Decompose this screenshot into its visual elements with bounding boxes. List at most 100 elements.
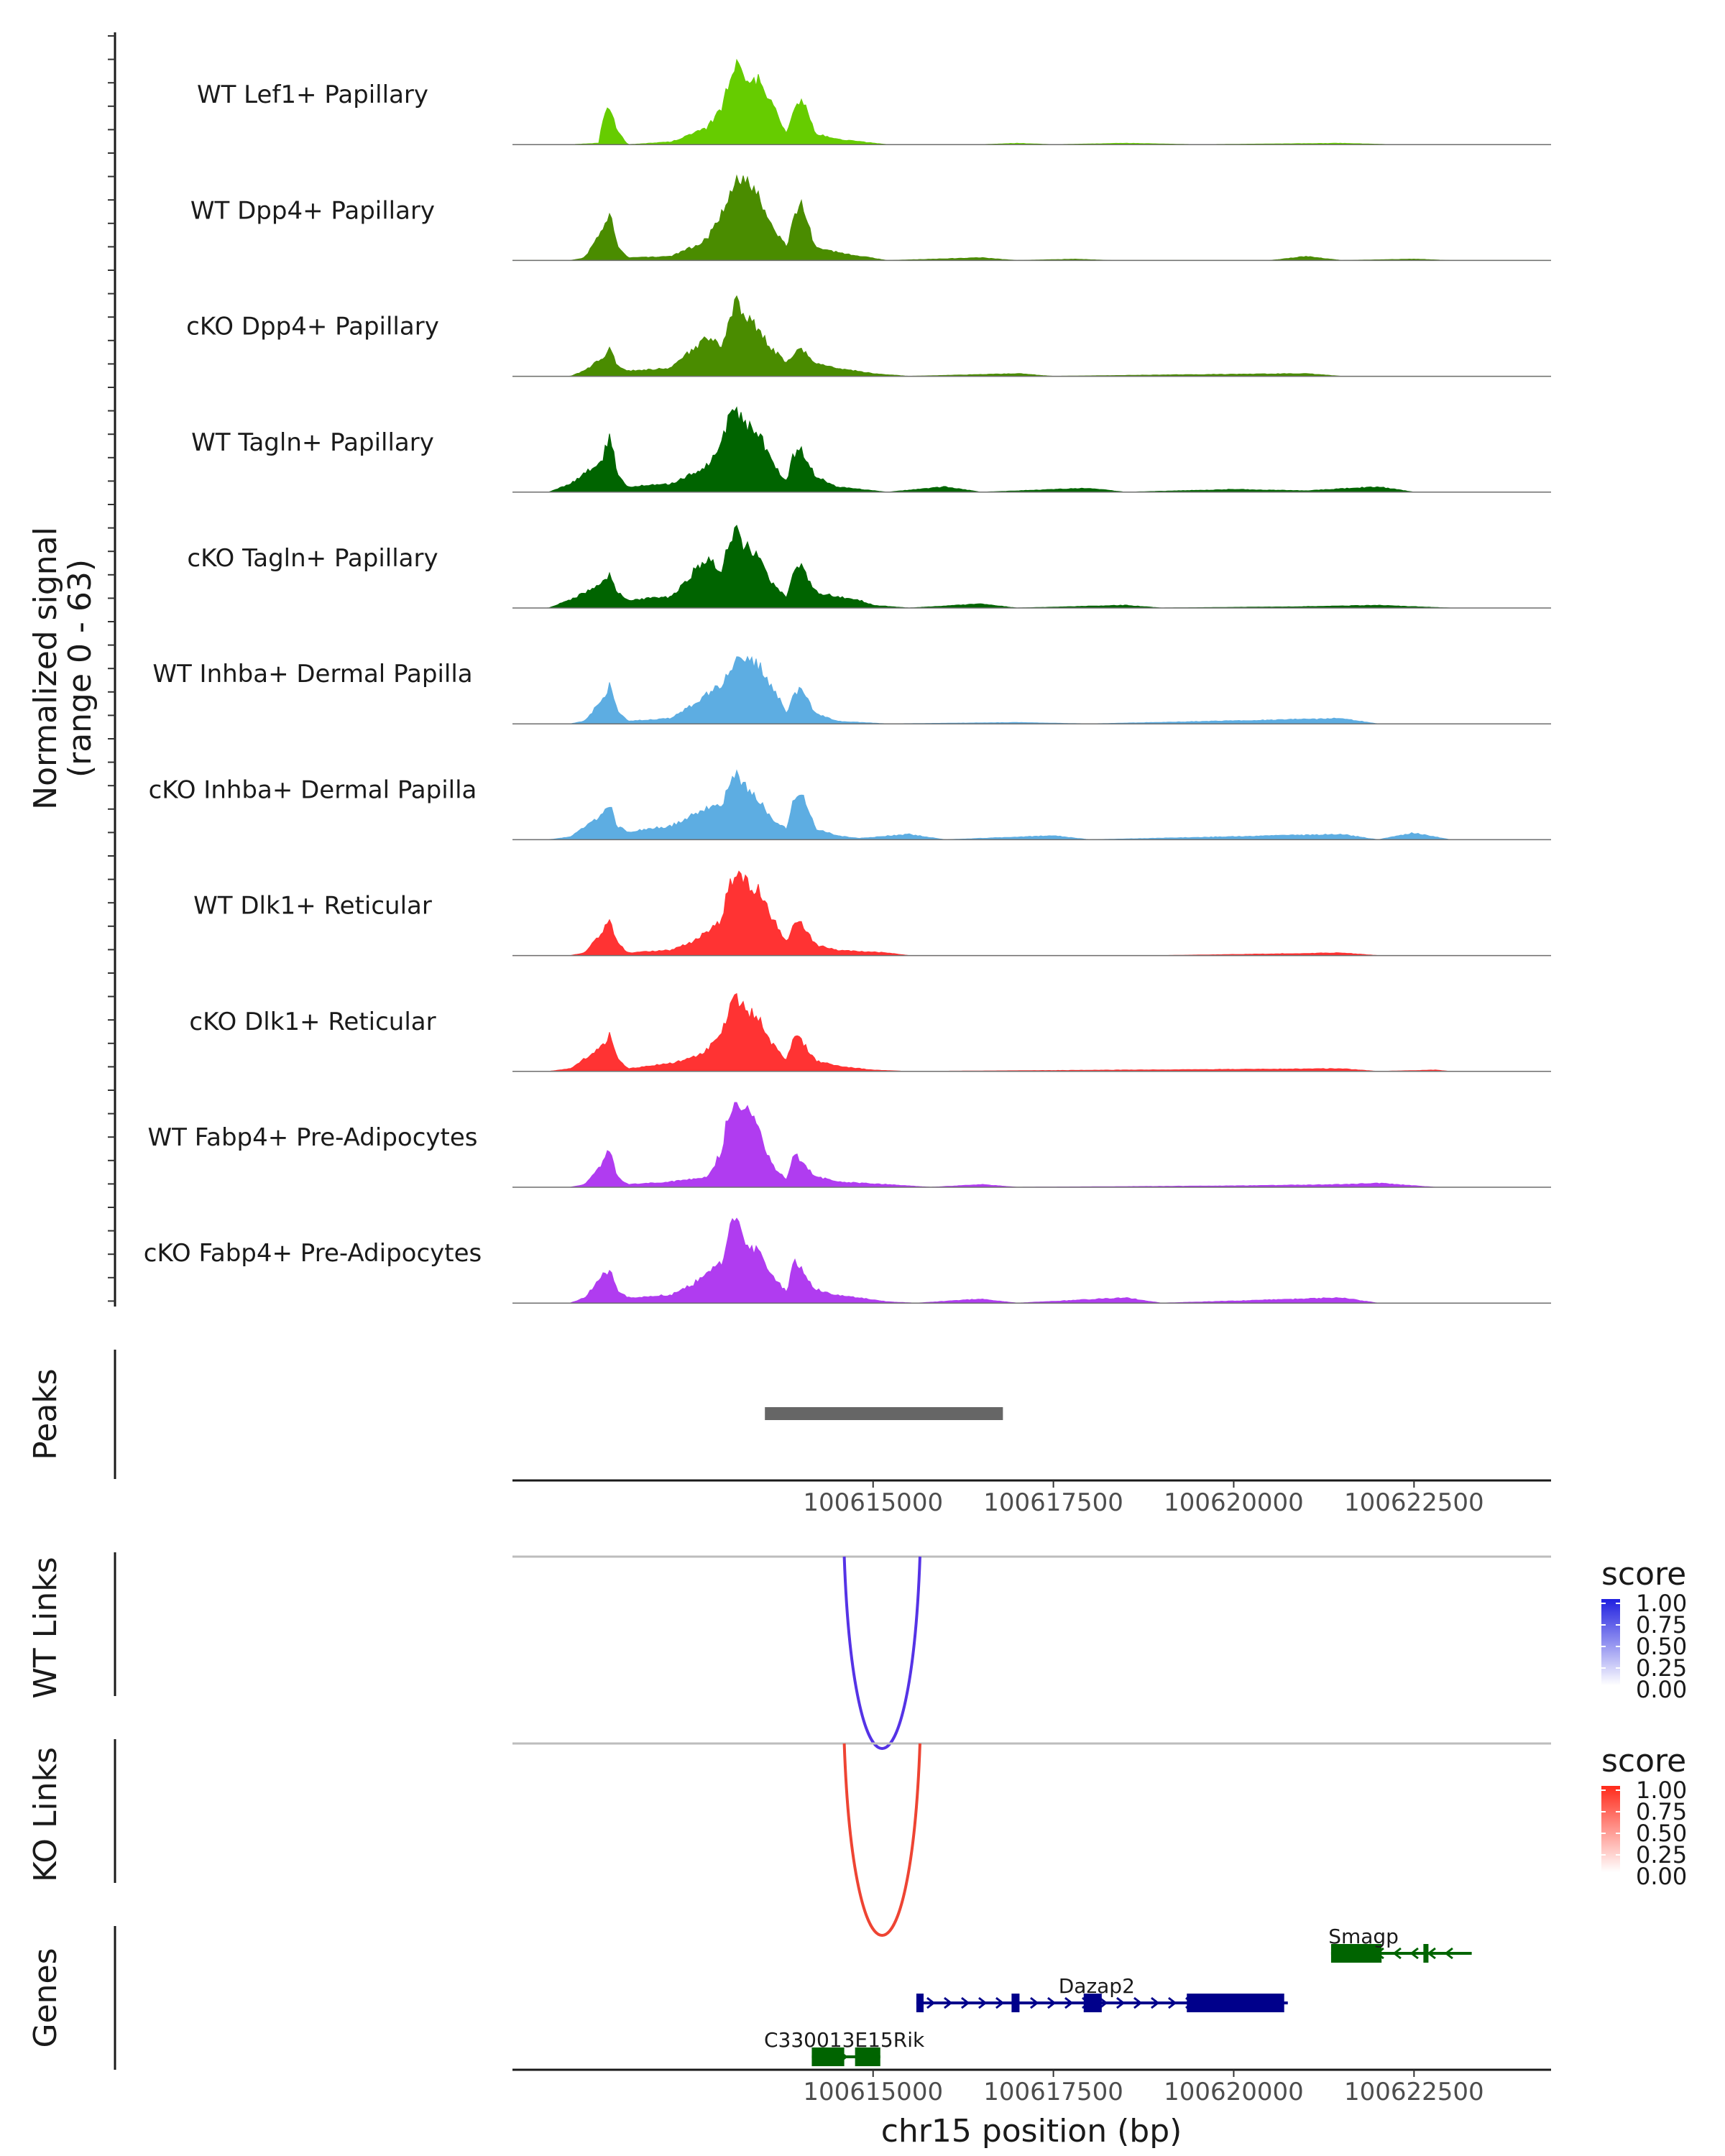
coverage-area <box>512 870 1551 957</box>
x-axis-label: chr15 position (bp) <box>881 2113 1182 2150</box>
strand-arrow <box>944 1996 953 2009</box>
x-tick-label: 100617500 <box>983 2078 1123 2106</box>
strand-arrow <box>1099 1996 1108 2009</box>
strand-arrow <box>1030 1996 1039 2009</box>
coverage-area <box>512 525 1551 609</box>
link-arc <box>842 1743 921 1937</box>
legend-tick-label: 1.00 <box>1636 1590 1687 1617</box>
strand-arrow <box>1151 1996 1160 2009</box>
x-tick-label: 100615000 <box>803 1488 943 1517</box>
strand-arrow <box>1409 1947 1419 1960</box>
legend-colorbar <box>1601 1599 1620 1685</box>
legend-tick-label: 0.75 <box>1636 1611 1687 1639</box>
x-tick-label: 100622500 <box>1344 1488 1484 1517</box>
gene: C330013E15Rik <box>764 2028 925 2066</box>
links-label: WT Links <box>27 1557 64 1698</box>
strand-arrow <box>1392 1947 1402 1960</box>
peaks-label: Peaks <box>27 1368 64 1460</box>
strand-arrow <box>1116 1996 1126 2009</box>
gene-exon <box>916 1994 924 2012</box>
x-tick-label: 100622500 <box>1344 2078 1484 2106</box>
coverage-area <box>512 174 1551 261</box>
coverage-track: WT Dlk1+ Reticular <box>193 870 1551 957</box>
legend-tick-label: 0.75 <box>1636 1798 1687 1825</box>
legend-title: score <box>1601 1556 1686 1593</box>
strand-arrow <box>995 1996 1005 2009</box>
track-label: WT Tagln+ Papillary <box>191 428 434 457</box>
coverage-track: cKO Inhba+ Dermal Papilla <box>149 769 1551 841</box>
coverage-track: WT Tagln+ Papillary <box>191 406 1551 493</box>
track-label: WT Fabp4+ Pre-Adipocytes <box>148 1123 478 1152</box>
strand-arrow <box>1064 1996 1074 2009</box>
gene: Smagp <box>1328 1925 1472 1963</box>
track-label: cKO Tagln+ Papillary <box>187 544 438 573</box>
gene: Dazap2 <box>916 1974 1288 2012</box>
coverage-track: WT Inhba+ Dermal Papilla <box>152 655 1551 724</box>
legend-colorbar <box>1601 1786 1620 1872</box>
coverage-y-axis-ticks <box>108 35 115 1302</box>
gene-exon <box>855 2047 880 2066</box>
track-label: cKO Dpp4+ Papillary <box>186 313 439 341</box>
peaks-layer <box>765 1407 1003 1420</box>
peaks-x-ticks: 100615000 100617500 100620000 100622500 <box>803 1480 1484 1517</box>
coverage-area <box>512 655 1551 724</box>
coverage-track: cKO Tagln+ Papillary <box>187 525 1551 609</box>
track-label: cKO Inhba+ Dermal Papilla <box>149 775 477 804</box>
track-label: WT Dpp4+ Papillary <box>190 196 435 225</box>
coverage-area <box>512 406 1551 493</box>
genes-panel: Genes Smagp Dazap2 C330013E15Rik 100615000… <box>27 1925 1551 2150</box>
gene-exon <box>1423 1944 1429 1963</box>
strand-arrow <box>1444 1947 1453 1960</box>
peak-region <box>765 1407 1003 1420</box>
legend-title: score <box>1601 1743 1686 1779</box>
coverage-track: cKO Dlk1+ Reticular <box>189 992 1551 1072</box>
strand-arrow <box>1133 1996 1143 2009</box>
legend-tick-label: 0.25 <box>1636 1654 1687 1682</box>
coverage-track: WT Fabp4+ Pre-Adipocytes <box>148 1102 1551 1188</box>
coverage-area <box>512 295 1551 377</box>
track-label: cKO Fabp4+ Pre-Adipocytes <box>144 1239 482 1268</box>
gene-exon <box>1187 1994 1284 2012</box>
coverage-area <box>512 992 1551 1072</box>
strand-arrow <box>978 1996 988 2009</box>
strand-arrow <box>961 1996 970 2009</box>
coverage-area <box>512 1217 1551 1304</box>
legend-tick-label: 0.00 <box>1636 1863 1687 1890</box>
legend-tick-label: 1.00 <box>1636 1777 1687 1804</box>
strand-arrow <box>926 1996 936 2009</box>
legend-tick-label: 0.50 <box>1636 1820 1687 1847</box>
gene-exon <box>1011 1994 1020 2012</box>
gene-label: Dazap2 <box>1059 1974 1135 1998</box>
track-label: cKO Dlk1+ Reticular <box>189 1008 436 1036</box>
gene-label: C330013E15Rik <box>764 2028 925 2052</box>
links-label: KO Links <box>27 1747 64 1882</box>
genes-x-ticks: 100615000 100617500 100620000 100622500 <box>803 2070 1484 2106</box>
x-tick-label: 100620000 <box>1164 2078 1304 2106</box>
coverage-area <box>512 58 1551 145</box>
gene-exon <box>1083 1994 1102 2012</box>
coverage-tracks: WT Lef1+ Papillary WT Dpp4+ Papillary cKO … <box>144 58 1551 1304</box>
peaks-panel: Peaks 100615000 100617500 100620000 1006225… <box>27 1350 1551 1517</box>
genes-label: Genes <box>27 1948 64 2047</box>
legend-tick-label: 0.00 <box>1636 1676 1687 1703</box>
gene-exon <box>1330 1944 1382 1963</box>
strand-arrow <box>1427 1947 1436 1960</box>
coverage-track: cKO Dpp4+ Papillary <box>186 295 1551 377</box>
legend-tick-label: 0.50 <box>1636 1633 1687 1660</box>
x-tick-label: 100620000 <box>1164 1488 1304 1517</box>
strand-arrow <box>1047 1996 1057 2009</box>
strand-arrow <box>1168 1996 1177 2009</box>
track-label: WT Lef1+ Papillary <box>197 80 428 109</box>
coverage-panel: Normalized signal (range 0 - 63) WT Lef1… <box>27 32 1551 1307</box>
gene-exon <box>811 2047 845 2066</box>
link-arc <box>842 1556 921 1750</box>
coverage-track: cKO Fabp4+ Pre-Adipocytes <box>144 1217 1551 1304</box>
legend-tick-label: 0.25 <box>1636 1841 1687 1869</box>
track-label: WT Dlk1+ Reticular <box>193 892 432 921</box>
coverage-track: WT Lef1+ Papillary <box>197 58 1551 145</box>
coverage-ylabel-range: (range 0 - 63) <box>62 559 98 778</box>
